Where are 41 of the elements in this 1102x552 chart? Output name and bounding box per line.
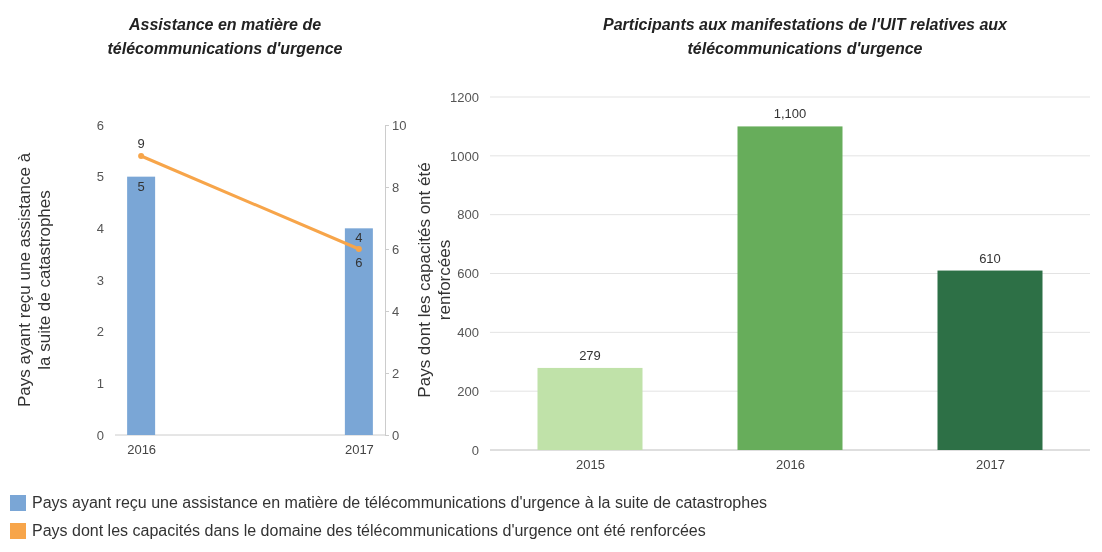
data-label: 9: [137, 136, 145, 151]
y-tick-label: 0: [96, 427, 104, 443]
y-tick-label: 600: [457, 266, 479, 282]
y-tick-label: 0: [471, 442, 479, 458]
y2-tick-label: 0: [392, 427, 400, 443]
y-tick-label: 1200: [450, 89, 479, 105]
data-label: 1,100: [773, 106, 807, 122]
y2-tick-label: 8: [392, 179, 400, 195]
bar: [537, 367, 643, 450]
y-tick-label: 3: [96, 272, 104, 288]
y-tick-label: 800: [457, 207, 479, 223]
x-tick-label: 2016: [127, 441, 157, 457]
y-tick-label: 200: [457, 383, 479, 399]
y-axis-title: Pays ayant reçu une assistance à la suite de catastrophes: [15, 152, 54, 408]
y2-tick-label: 6: [392, 241, 400, 257]
x-tick-label: 2017: [344, 441, 374, 457]
y-tick-label: 2: [96, 324, 104, 340]
data-label: 4: [355, 230, 363, 246]
legend-label: Pays ayant reçu une assistance en matière de télécommunications d'urgence à la suite de catastrophes: [32, 494, 768, 511]
data-label: 610: [979, 250, 1001, 266]
x-tick-label: 2016: [776, 456, 805, 472]
x-tick-label: 2017: [976, 456, 1005, 472]
bar: [937, 270, 1043, 450]
y-tick-label: 4: [96, 220, 104, 236]
bar: [737, 126, 843, 450]
y2-tick-label: 4: [392, 303, 400, 319]
y-tick-label: 1: [96, 375, 104, 391]
y-tick-label: 6: [96, 117, 104, 133]
data-label: 5: [137, 178, 145, 194]
chart-title: Assistance en matière de télécommunications d'urgence: [107, 16, 343, 57]
y-tick-label: 1000: [450, 148, 479, 164]
chart-title: Participants aux manifestations de l'UIT relatives aux télécommunications d'urgence: [603, 16, 1009, 57]
y2-axis-title: Pays dont les capacités ont été renforcées: [415, 162, 454, 398]
y-tick-label: 5: [96, 169, 104, 185]
y2-tick-label: 10: [392, 117, 407, 133]
data-label: 279: [579, 347, 601, 363]
data-label: 6: [355, 255, 363, 270]
x-tick-label: 2015: [576, 456, 605, 472]
y-tick-label: 400: [457, 324, 479, 340]
legend-label: Pays dont les capacités dans le domaine des télécommunications d'urgence ont été renforcées: [32, 522, 706, 539]
y2-tick-label: 2: [392, 365, 400, 381]
